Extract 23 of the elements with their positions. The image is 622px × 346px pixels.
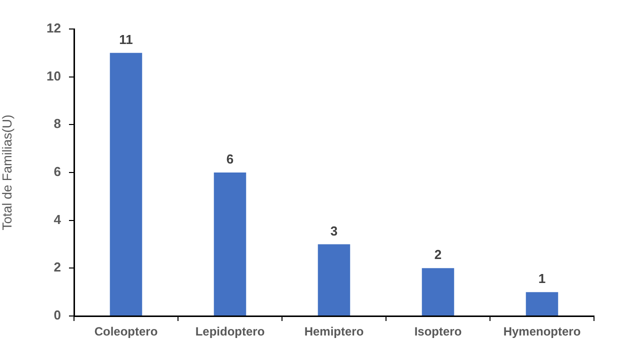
data-label: 2 [434, 247, 442, 262]
y-axis-title: Total de Familias(U) [0, 114, 14, 230]
y-tick-label: 10 [46, 68, 61, 84]
bar [214, 172, 246, 316]
y-tick-label: 6 [54, 164, 61, 180]
bar [526, 292, 558, 316]
y-tick-label: 4 [54, 212, 62, 227]
bar [318, 244, 350, 316]
y-tick-label: 0 [54, 308, 61, 323]
y-tick-label: 2 [54, 260, 61, 275]
x-tick-label: Lepidoptero [195, 324, 265, 339]
y-tick-label: 12 [46, 20, 61, 36]
x-tick-label: Hemiptero [304, 324, 364, 339]
data-label: 1 [538, 271, 546, 286]
bar [110, 52, 142, 316]
x-tick-label: Hymenoptero [503, 324, 581, 339]
data-label: 3 [330, 223, 338, 238]
y-tick-label: 8 [54, 116, 61, 132]
data-label: 6 [226, 152, 234, 167]
x-tick-label: Coleoptero [94, 324, 158, 339]
x-tick-label: Isoptero [414, 324, 462, 339]
bar [422, 268, 454, 316]
data-label: 11 [119, 32, 133, 47]
